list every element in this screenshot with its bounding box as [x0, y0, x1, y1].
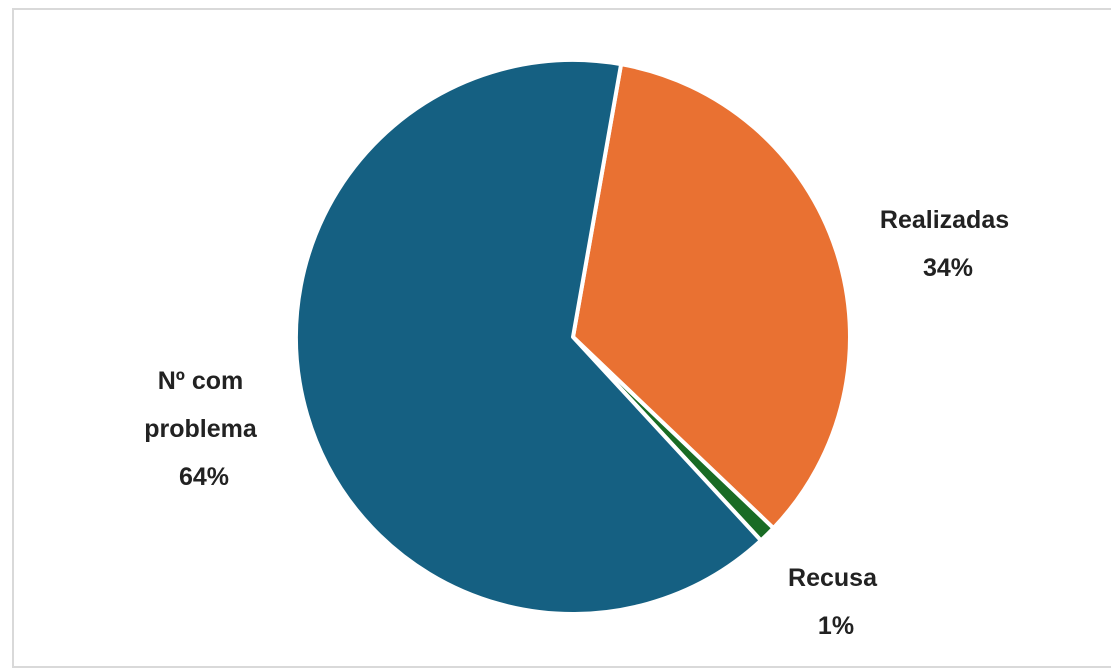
pie-slices — [294, 58, 852, 617]
pie-slice-n-com-problema — [294, 58, 763, 617]
slice-label-problema-name-line1: Nº com — [158, 367, 244, 395]
slice-label-realizadas: Realizadas 34% — [880, 206, 1016, 282]
pie-slice-realizadas — [571, 62, 852, 531]
slice-label-realizadas-name: Realizadas — [880, 206, 1009, 234]
slice-label-problema-name-line2: problema — [144, 415, 258, 443]
slice-label-problema: Nº com problema 64% — [144, 367, 263, 491]
pie-chart: Realizadas 34% Recusa 1% Nº com problema… — [144, 58, 1016, 640]
slice-label-realizadas-value: 34% — [923, 254, 973, 282]
slice-label-problema-value: 64% — [179, 463, 229, 491]
slice-label-recusa-name: Recusa — [788, 564, 878, 592]
slice-label-recusa: Recusa 1% — [788, 564, 884, 640]
slice-label-recusa-value: 1% — [818, 612, 854, 640]
